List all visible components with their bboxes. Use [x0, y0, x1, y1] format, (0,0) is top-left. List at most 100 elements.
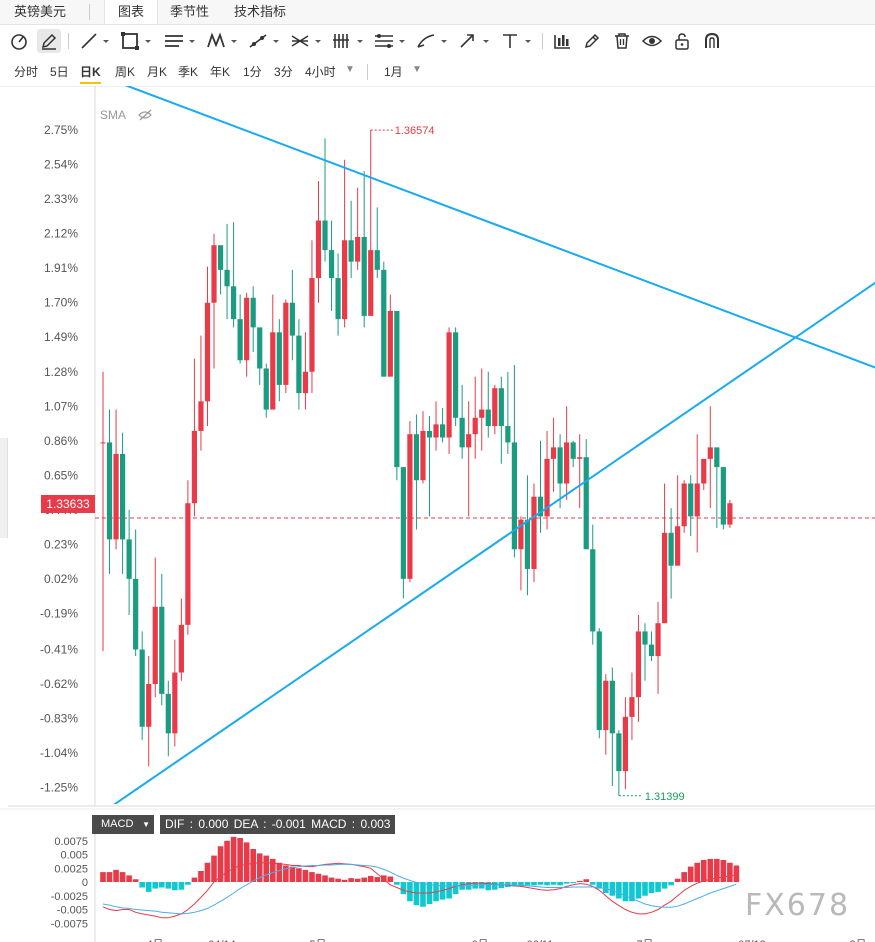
macd-bar: [596, 882, 603, 889]
candle: [642, 623, 648, 681]
macd-selector[interactable]: MACD ▼: [92, 815, 154, 834]
candle: [322, 138, 328, 262]
low-label: 1.31399: [645, 791, 685, 803]
arrow-icon[interactable]: [456, 29, 494, 53]
candle: [335, 253, 341, 336]
dea-readout: DEA : -0.001: [233, 817, 306, 831]
period-monthly[interactable]: 月K: [147, 65, 168, 79]
candle: [511, 365, 517, 558]
candle: [701, 458, 707, 491]
candle: [453, 327, 459, 426]
channel-icon[interactable]: [372, 29, 410, 53]
candle-body: [479, 409, 485, 418]
candle: [152, 557, 158, 698]
eye-off-icon[interactable]: [138, 109, 152, 121]
candle: [609, 667, 615, 786]
candle-body: [152, 606, 158, 685]
brush-icon[interactable]: [414, 29, 452, 53]
period-4hour[interactable]: 4小时: [305, 65, 336, 79]
period-daily[interactable]: 日K: [80, 62, 101, 84]
candle-body: [368, 250, 374, 316]
candle: [492, 384, 498, 435]
candle: [694, 434, 700, 553]
period-intraday[interactable]: 分时: [14, 65, 39, 79]
period-yearly[interactable]: 年K: [210, 65, 231, 79]
candle: [263, 363, 269, 418]
candle-body: [531, 496, 537, 569]
candle: [244, 292, 250, 377]
toolbar-divider: [68, 33, 69, 49]
price-chart[interactable]: 2.75% 2.54% 2.33% 2.12% 1.91% 1.70% 1.49% 1.28%…: [0, 86, 875, 942]
fork-icon[interactable]: [288, 29, 326, 53]
candle: [577, 434, 583, 509]
macd-bar: [100, 872, 106, 882]
eye-icon[interactable]: [640, 29, 664, 53]
candle: [498, 376, 504, 464]
candle: [283, 299, 289, 394]
candle-body: [328, 250, 335, 279]
period-1min[interactable]: 1分: [243, 65, 262, 79]
candle: [328, 220, 335, 311]
macd-bar: [106, 872, 113, 882]
candle-body: [629, 697, 635, 717]
macd-bar: [145, 882, 152, 892]
candle-body: [648, 644, 655, 657]
candle: [714, 447, 720, 528]
candle-body: [191, 430, 198, 504]
candle-body: [511, 442, 517, 550]
candle-body: [322, 220, 328, 251]
candle-body: [426, 430, 433, 438]
candle: [583, 439, 589, 550]
candle-body: [505, 425, 511, 443]
y-tick-label: -0.62%: [40, 677, 78, 691]
candle-body: [694, 483, 700, 517]
candle-body: [172, 672, 178, 734]
lock-icon[interactable]: [670, 29, 694, 53]
macd-bar: [570, 882, 576, 884]
candle: [472, 376, 478, 459]
chevron-down-icon[interactable]: ▼: [412, 64, 422, 75]
macd-bar: [191, 877, 198, 882]
parallel-lines-icon[interactable]: [162, 29, 200, 53]
trash-icon[interactable]: [610, 29, 634, 53]
macd-bar: [185, 882, 191, 885]
macd-bar: [178, 882, 185, 890]
macd-bar: [243, 842, 250, 882]
range-select[interactable]: 1月: [384, 65, 403, 79]
crosshair-icon[interactable]: [7, 29, 31, 53]
rectangle-icon[interactable]: [118, 29, 156, 53]
tab-indicators[interactable]: 技术指标: [234, 4, 287, 19]
macd-bar: [687, 866, 694, 882]
candle-body: [361, 236, 367, 316]
edit-icon[interactable]: [580, 29, 604, 53]
fib-icon[interactable]: [330, 29, 368, 53]
chevron-down-icon[interactable]: ▼: [142, 820, 150, 829]
pattern-icon[interactable]: [204, 29, 242, 53]
macd-bar: [394, 882, 400, 885]
period-5day[interactable]: 5日: [50, 65, 69, 79]
period-3min[interactable]: 3分: [274, 65, 293, 79]
top-tabs: 英镑美元 图表 季节性 技术指标: [0, 0, 875, 25]
macd-bar: [322, 875, 328, 882]
chevron-down-icon[interactable]: ▼: [345, 64, 355, 75]
text-icon[interactable]: [498, 29, 536, 53]
macd-bar: [296, 868, 302, 882]
magnet-icon[interactable]: [700, 29, 724, 53]
candle-body: [655, 623, 661, 657]
candle: [622, 697, 628, 790]
period-quarterly[interactable]: 季K: [178, 65, 199, 79]
candle: [315, 181, 322, 303]
tab-seasonality[interactable]: 季节性: [170, 4, 210, 19]
measure-icon[interactable]: [246, 29, 284, 53]
bars-icon[interactable]: [550, 29, 574, 53]
macd-bar: [217, 846, 224, 882]
side-panel-handle[interactable]: [0, 438, 8, 538]
macd-bar: [518, 882, 524, 887]
y-tick-label: 0.02%: [44, 572, 78, 586]
tab-chart[interactable]: 图表: [104, 0, 158, 24]
candle-body: [250, 297, 256, 328]
macd-bar: [655, 882, 661, 892]
line-icon[interactable]: [78, 29, 114, 53]
pencil-icon[interactable]: [37, 29, 61, 53]
period-weekly[interactable]: 周K: [115, 65, 136, 79]
